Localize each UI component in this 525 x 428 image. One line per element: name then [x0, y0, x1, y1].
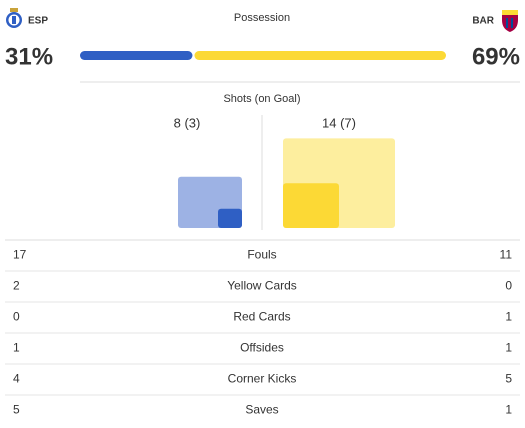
stat-label: Red Cards [233, 310, 290, 324]
away-stat: 0 [505, 279, 512, 293]
home-stat: 4 [13, 372, 20, 386]
home-stat: 0 [13, 310, 20, 324]
stat-label: Offsides [240, 341, 284, 355]
stat-label: Yellow Cards [227, 279, 297, 293]
possession-title: Possession [234, 12, 290, 24]
stat-label: Saves [245, 403, 278, 417]
away-stat: 11 [500, 248, 513, 262]
home-shots: 8 (3) [174, 115, 201, 130]
stat-label: Corner Kicks [228, 372, 297, 386]
away-on-goal-box [283, 183, 339, 228]
home-stat: 5 [13, 403, 20, 417]
home-possession: 31% [5, 43, 53, 70]
home-stat: 17 [13, 248, 27, 262]
home-stat: 1 [13, 341, 20, 355]
away-stat: 1 [505, 310, 512, 324]
away-shots: 14 (7) [322, 115, 356, 130]
away-stat: 5 [505, 372, 512, 386]
shots-title: Shots (on Goal) [223, 93, 300, 105]
home-on-goal-box [218, 208, 242, 228]
away-possession-bar [194, 51, 446, 60]
away-stat: 1 [505, 341, 512, 355]
away-crest [502, 10, 518, 32]
away-stat: 1 [505, 403, 512, 417]
home-possession-bar [80, 51, 193, 60]
stat-label: Fouls [247, 248, 276, 262]
home-team: ESP [28, 16, 48, 27]
home-stat: 2 [13, 279, 20, 293]
away-team: BAR [472, 16, 494, 27]
home-crest [6, 8, 22, 28]
away-possession: 69% [472, 43, 520, 70]
